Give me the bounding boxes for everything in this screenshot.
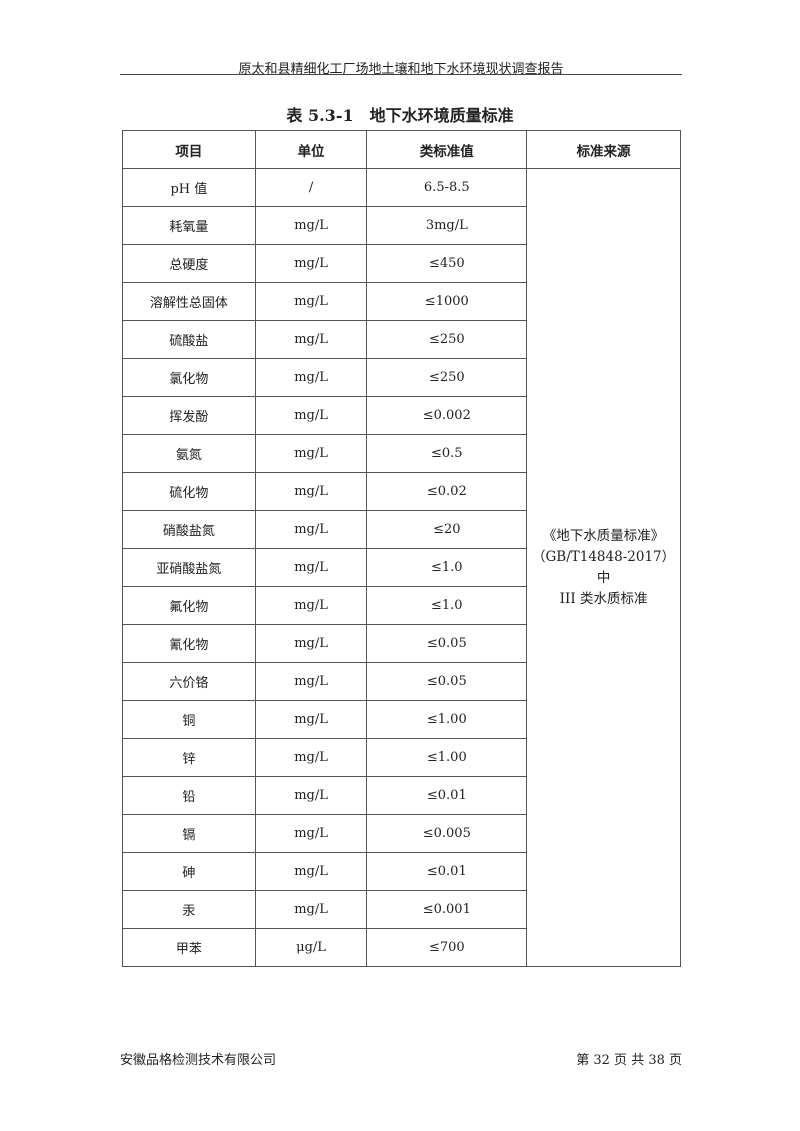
cell-unit: mg/L [254, 890, 368, 929]
cell-unit: mg/L [254, 358, 368, 397]
cell-value: 6.5-8.5 [366, 168, 528, 207]
cell-unit: mg/L [254, 852, 368, 891]
cell-item: 溶解性总固体 [122, 282, 256, 321]
cell-unit: mg/L [254, 624, 368, 663]
source-line: 《地下水质量标准》 [542, 527, 665, 544]
cell-value: ≤0.5 [366, 434, 528, 473]
table-row: 耗氧量 mg/L 3mg/L [122, 206, 681, 245]
source-line: （GB/T14848-2017）中 [532, 548, 676, 586]
cell-item: 总硬度 [122, 244, 256, 283]
col-header-item: 项目 [122, 130, 256, 169]
cell-item: 铜 [122, 700, 256, 739]
table-row: 锌 mg/L ≤1.00 [122, 738, 681, 777]
table-row: 铅 mg/L ≤0.01 [122, 776, 681, 815]
table-row: 硫酸盐 mg/L ≤250 [122, 320, 681, 359]
table-row: 挥发酚 mg/L ≤0.002 [122, 396, 681, 435]
cell-item: 挥发酚 [122, 396, 256, 435]
cell-value: ≤1.00 [366, 700, 528, 739]
cell-item: 耗氧量 [122, 206, 256, 245]
cell-unit: mg/L [254, 244, 368, 283]
running-header: 原太和县精细化工厂场地土壤和地下水环境现状调查报告 [238, 62, 564, 77]
cell-unit: mg/L [254, 206, 368, 245]
cell-unit: mg/L [254, 814, 368, 853]
cell-item: 氟化物 [122, 586, 256, 625]
source-line: III 类水质标准 [559, 590, 648, 607]
col-header-unit: 单位 [254, 130, 368, 169]
header-divider [120, 74, 682, 75]
cell-item: 六价铬 [122, 662, 256, 701]
standards-table: 项目 单位 类标准值 标准来源 pH 值/6.5-8.5 《地下水质量标准》 （GB… [122, 130, 681, 967]
cell-unit: mg/L [254, 320, 368, 359]
table-row: 亚硝酸盐氮 mg/L ≤1.0 [122, 548, 681, 587]
cell-item: 亚硝酸盐氮 [122, 548, 256, 587]
cell-item: 铅 [122, 776, 256, 815]
col-header-value: 类标准值 [366, 130, 528, 169]
table-row: 镉 mg/L ≤0.005 [122, 814, 681, 853]
cell-item: 氯化物 [122, 358, 256, 397]
cell-unit: mg/L [254, 662, 368, 701]
table-title: 表 5.3-1 地下水环境质量标准 [286, 106, 514, 125]
table-row: 铜 mg/L ≤1.00 [122, 700, 681, 739]
cell-value: ≤20 [366, 510, 528, 549]
cell-value: ≤0.005 [366, 814, 528, 853]
cell-unit: mg/L [254, 700, 368, 739]
cell-value: ≤1.00 [366, 738, 528, 777]
cell-value: 3mg/L [366, 206, 528, 245]
cell-value: ≤450 [366, 244, 528, 283]
cell-value: ≤0.002 [366, 396, 528, 435]
table-row: 汞 mg/L ≤0.001 [122, 890, 681, 929]
table-row: 氟化物 mg/L ≤1.0 [122, 586, 681, 625]
table-row: 氨氮 mg/L ≤0.5 [122, 434, 681, 473]
table-row: 硝酸盐氮 mg/L ≤20 [122, 510, 681, 549]
table-row: 砷 mg/L ≤0.01 [122, 852, 681, 891]
cell-unit: mg/L [254, 510, 368, 549]
cell-item: 锌 [122, 738, 256, 777]
cell-unit: mg/L [254, 738, 368, 777]
table-row: 硫化物 mg/L ≤0.02 [122, 472, 681, 511]
cell-value: ≤1.0 [366, 586, 528, 625]
table-row: 氰化物 mg/L ≤0.05 [122, 624, 681, 663]
cell-item: 汞 [122, 890, 256, 929]
footer-page-number: 第 32 页 共 38 页 [576, 1053, 682, 1068]
cell-unit: mg/L [254, 548, 368, 587]
cell-unit: mg/L [254, 396, 368, 435]
cell-item: 氰化物 [122, 624, 256, 663]
cell-value: ≤1.0 [366, 548, 528, 587]
cell-value: ≤250 [366, 320, 528, 359]
cell-unit: mg/L [254, 282, 368, 321]
table-row: 总硬度 mg/L ≤450 [122, 244, 681, 283]
footer-company: 安徽品格检测技术有限公司 [120, 1053, 277, 1068]
col-header-source: 标准来源 [526, 130, 681, 169]
table-row: pH 值/6.5-8.5 《地下水质量标准》 （GB/T14848-2017）中 II… [122, 168, 681, 967]
cell-item: 甲苯 [122, 928, 256, 967]
cell-item: 镉 [122, 814, 256, 853]
cell-item: 硝酸盐氮 [122, 510, 256, 549]
table-row: 甲苯 μg/L ≤700 [122, 928, 681, 967]
cell-unit: μg/L [254, 928, 368, 967]
cell-value: ≤0.01 [366, 852, 528, 891]
cell-unit: mg/L [254, 434, 368, 473]
cell-unit: mg/L [254, 586, 368, 625]
cell-value: ≤0.02 [366, 472, 528, 511]
cell-value: ≤0.01 [366, 776, 528, 815]
cell-value: ≤250 [366, 358, 528, 397]
cell-value: ≤0.001 [366, 890, 528, 929]
cell-item: 硫酸盐 [122, 320, 256, 359]
cell-item: pH 值 [122, 168, 256, 207]
cell-unit: mg/L [254, 472, 368, 511]
cell-value: ≤700 [366, 928, 528, 967]
cell-value: ≤0.05 [366, 662, 528, 701]
cell-item: 氨氮 [122, 434, 256, 473]
cell-item: 砷 [122, 852, 256, 891]
cell-value: ≤1000 [366, 282, 528, 321]
cell-unit: / [254, 168, 368, 207]
cell-value: ≤0.05 [366, 624, 528, 663]
cell-unit: mg/L [254, 776, 368, 815]
cell-item: 硫化物 [122, 472, 256, 511]
cell-source: 《地下水质量标准》 （GB/T14848-2017）中 III 类水质标准 [526, 168, 681, 967]
